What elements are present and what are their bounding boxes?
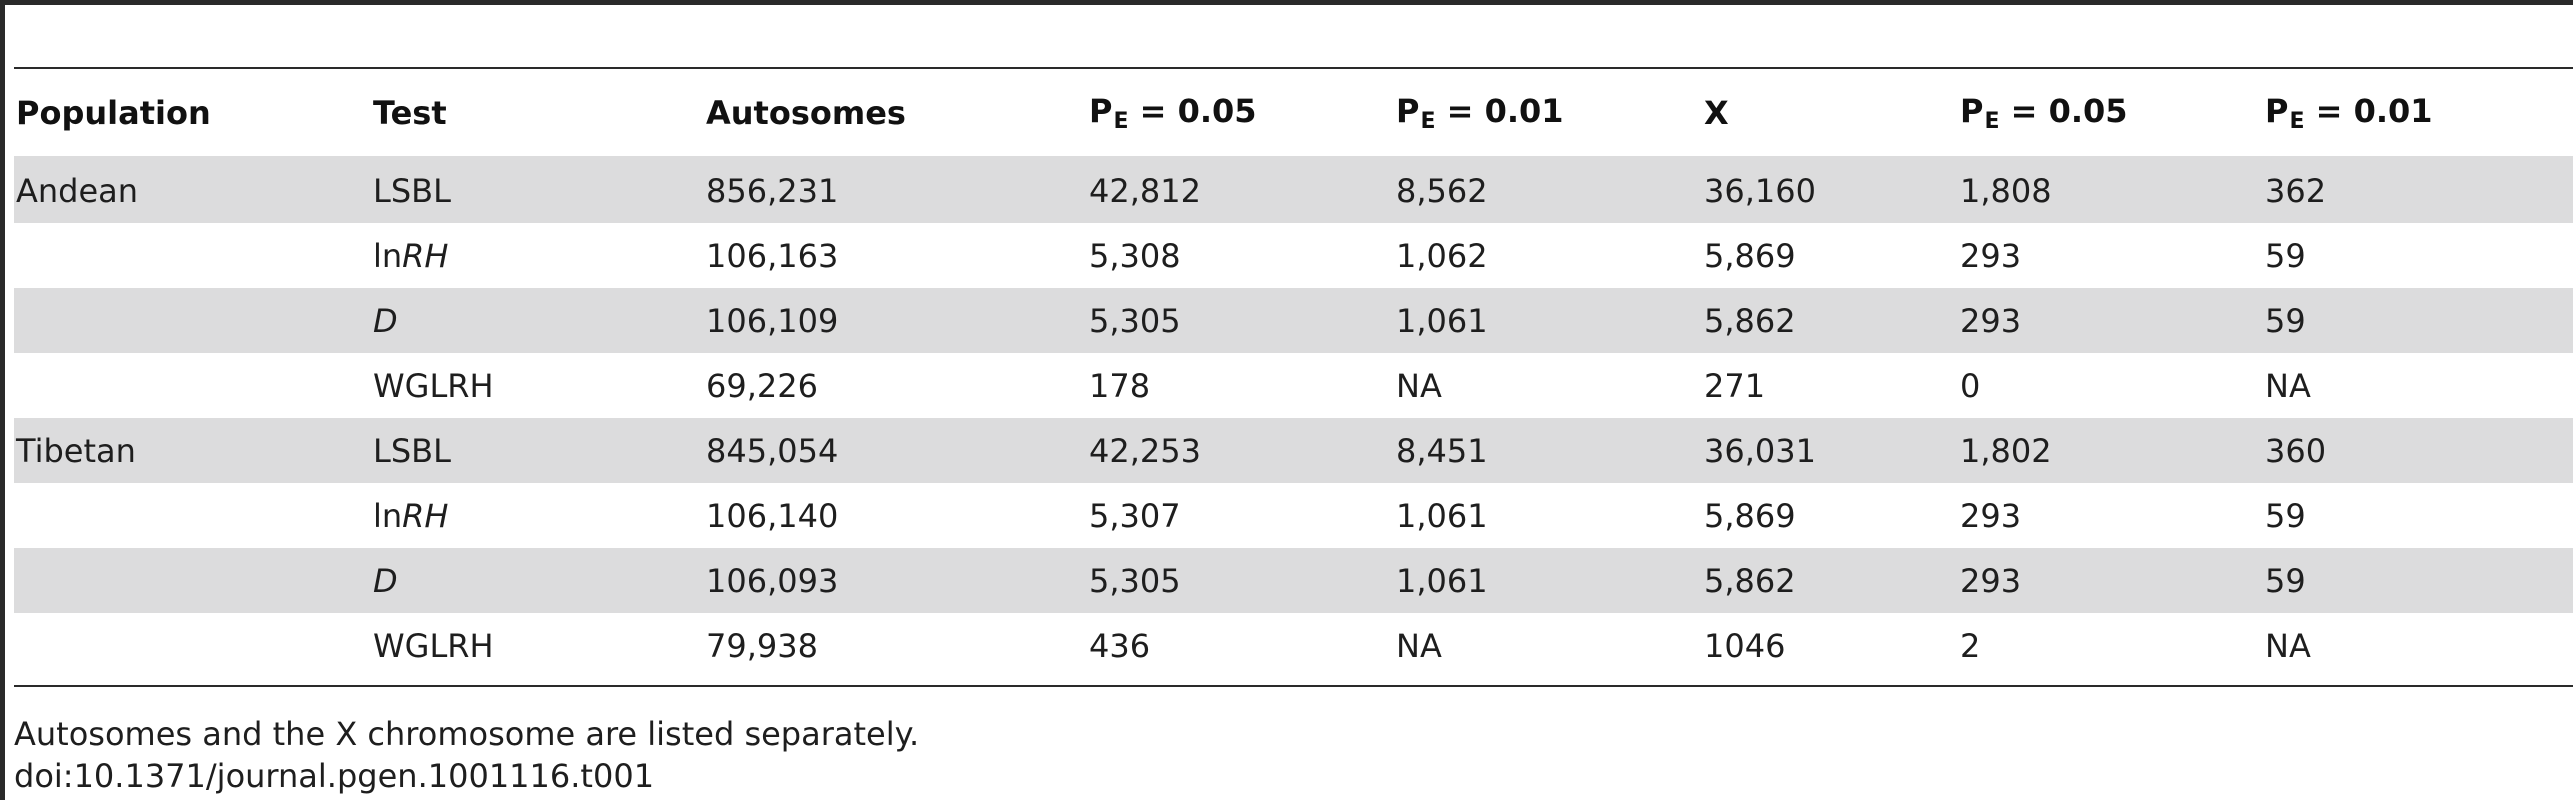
cell-population — [14, 613, 371, 678]
cell-test: WGLRH — [373, 366, 494, 405]
cell-autosomes-pe-005: 5,305 — [1087, 288, 1394, 353]
cell-population — [14, 223, 371, 288]
cell-x-pe-001: 59 — [2265, 496, 2306, 535]
cell-autosomes: 106,109 — [704, 288, 1087, 353]
cell-x: 5,869 — [1704, 236, 1796, 275]
cell-test: D — [371, 548, 704, 613]
table-header-row: Population Test Autosomes PE = 0.05 PE =… — [14, 69, 2573, 156]
cell-x-pe-005: 293 — [1960, 236, 2022, 275]
page-left-border — [0, 0, 5, 800]
cell-x: 271 — [1704, 366, 1766, 405]
table-row: WGLRH 79,938 436 NA 1046 2 NA — [14, 613, 2573, 678]
snp-count-table: Population Test Autosomes PE = 0.05 PE =… — [14, 69, 2573, 678]
cell-x-pe-005: 2 — [1960, 626, 1981, 665]
table-row: Tibetan LSBL 845,054 42,253 8,451 36,031… — [14, 418, 2573, 483]
header-test: Test — [373, 93, 447, 132]
cell-autosomes-pe-005: 5,307 — [1089, 496, 1181, 535]
cell-autosomes-pe-001: 8,451 — [1394, 418, 1702, 483]
cell-x: 5,869 — [1704, 496, 1796, 535]
header-autosomes-pe-001: PE = 0.01 — [1396, 91, 1564, 134]
cell-test: LSBL — [371, 418, 704, 483]
cell-x-pe-005: 1,802 — [1958, 418, 2263, 483]
cell-autosomes-pe-001: NA — [1396, 366, 1442, 405]
cell-population — [14, 288, 371, 353]
header-autosomes: Autosomes — [706, 93, 906, 132]
cell-autosomes-pe-001: NA — [1396, 626, 1442, 665]
table-row: D 106,093 5,305 1,061 5,862 293 59 — [14, 548, 2573, 613]
cell-x-pe-001: 360 — [2263, 418, 2573, 483]
cell-autosomes-pe-005: 178 — [1089, 366, 1151, 405]
cell-test: lnRH — [373, 496, 449, 535]
cell-test: D — [371, 288, 704, 353]
cell-population — [14, 353, 371, 418]
cell-x: 5,862 — [1702, 288, 1958, 353]
cell-x-pe-005: 0 — [1960, 366, 1981, 405]
cell-autosomes-pe-005: 42,253 — [1087, 418, 1394, 483]
cell-autosomes: 69,226 — [706, 366, 818, 405]
cell-x: 36,031 — [1702, 418, 1958, 483]
cell-x-pe-005: 293 — [1960, 496, 2022, 535]
doi-link[interactable]: doi:10.1371/journal.pgen.1001116.t001 — [14, 757, 655, 795]
cell-x-pe-001: NA — [2265, 626, 2311, 665]
cell-x: 36,160 — [1702, 156, 1958, 223]
table-footnote: Autosomes and the X chromosome are liste… — [14, 715, 920, 753]
cell-test: WGLRH — [373, 626, 494, 665]
cell-test: LSBL — [371, 156, 704, 223]
table-row: D 106,109 5,305 1,061 5,862 293 59 — [14, 288, 2573, 353]
header-population: Population — [16, 93, 211, 132]
cell-x-pe-001: NA — [2265, 366, 2311, 405]
cell-autosomes-pe-001: 1,061 — [1396, 496, 1488, 535]
cell-autosomes-pe-005: 42,812 — [1087, 156, 1394, 223]
cell-x-pe-005: 293 — [1958, 548, 2263, 613]
table-bottom-rule — [14, 685, 2573, 687]
cell-x-pe-005: 1,808 — [1958, 156, 2263, 223]
header-x-pe-001: PE = 0.01 — [2265, 91, 2433, 134]
cell-autosomes-pe-001: 1,061 — [1394, 288, 1702, 353]
cell-autosomes-pe-001: 1,062 — [1396, 236, 1488, 275]
cell-x-pe-001: 59 — [2263, 288, 2573, 353]
cell-autosomes-pe-001: 8,562 — [1394, 156, 1702, 223]
cell-autosomes: 845,054 — [704, 418, 1087, 483]
cell-autosomes-pe-005: 436 — [1089, 626, 1151, 665]
table-row: Andean LSBL 856,231 42,812 8,562 36,160 … — [14, 156, 2573, 223]
table-row: WGLRH 69,226 178 NA 271 0 NA — [14, 353, 2573, 418]
cell-x-pe-001: 59 — [2263, 548, 2573, 613]
cell-x-pe-005: 293 — [1958, 288, 2263, 353]
cell-autosomes: 106,093 — [704, 548, 1087, 613]
cell-autosomes: 79,938 — [706, 626, 818, 665]
header-autosomes-pe-005: PE = 0.05 — [1089, 91, 1257, 134]
cell-autosomes-pe-005: 5,308 — [1089, 236, 1181, 275]
cell-population: Andean — [14, 156, 371, 223]
table-row: lnRH 106,163 5,308 1,062 5,869 293 59 — [14, 223, 2573, 288]
cell-autosomes: 106,163 — [706, 236, 839, 275]
cell-population: Tibetan — [14, 418, 371, 483]
cell-autosomes: 856,231 — [704, 156, 1087, 223]
cell-x: 5,862 — [1702, 548, 1958, 613]
cell-x-pe-001: 362 — [2263, 156, 2573, 223]
cell-population — [14, 483, 371, 548]
cell-x-pe-001: 59 — [2265, 236, 2306, 275]
table-top-rule — [14, 67, 2573, 69]
cell-autosomes-pe-001: 1,061 — [1394, 548, 1702, 613]
page-top-border — [0, 0, 2573, 5]
cell-autosomes: 106,140 — [706, 496, 839, 535]
header-x: X — [1704, 93, 1729, 132]
cell-population — [14, 548, 371, 613]
table-row: lnRH 106,140 5,307 1,061 5,869 293 59 — [14, 483, 2573, 548]
header-x-pe-005: PE = 0.05 — [1960, 91, 2128, 134]
cell-test: lnRH — [373, 236, 449, 275]
cell-autosomes-pe-005: 5,305 — [1087, 548, 1394, 613]
cell-x: 1046 — [1704, 626, 1786, 665]
